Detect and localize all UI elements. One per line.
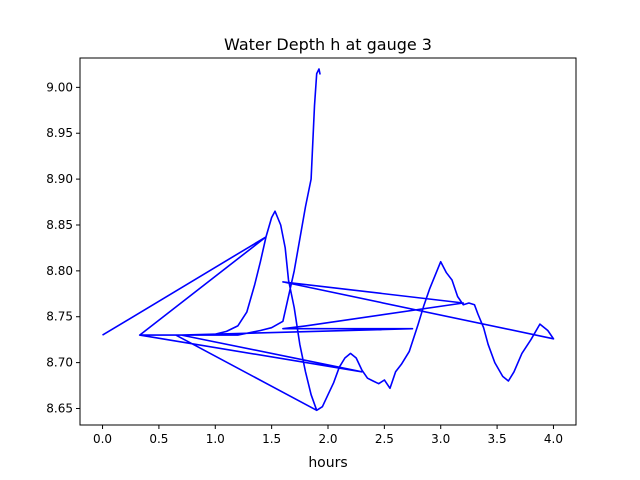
- y-tick-label: 8.95: [46, 126, 73, 140]
- x-tick-label: 0.0: [93, 432, 112, 446]
- x-tick-label: 1.0: [206, 432, 225, 446]
- x-tick-label: 3.0: [431, 432, 450, 446]
- y-tick-label: 8.65: [46, 401, 73, 415]
- x-tick-label: 3.5: [488, 432, 507, 446]
- y-tick-label: 8.90: [46, 172, 73, 186]
- y-tick-label: 8.85: [46, 218, 73, 232]
- y-tick-label: 9.00: [46, 80, 73, 94]
- x-tick-label: 0.5: [149, 432, 168, 446]
- x-axis: 0.0 0.5 1.0 1.5 2.0 2.5 3.0 3.5 4.0: [93, 425, 563, 446]
- x-tick-label: 2.5: [375, 432, 394, 446]
- y-axis: 8.65 8.70 8.75 8.80 8.85 8.90 8.95 9.00: [46, 80, 80, 415]
- x-tick-label: 2.0: [318, 432, 337, 446]
- x-tick-label: 4.0: [544, 432, 563, 446]
- x-tick-label: 1.5: [262, 432, 281, 446]
- y-tick-label: 8.70: [46, 356, 73, 370]
- plot-area: [102, 68, 555, 412]
- y-tick-label: 8.80: [46, 264, 73, 278]
- y-tick-label: 8.75: [46, 310, 73, 324]
- x-axis-label: hours: [308, 455, 347, 471]
- chart-title: Water Depth h at gauge 3: [224, 35, 432, 54]
- series-line: [102, 68, 555, 412]
